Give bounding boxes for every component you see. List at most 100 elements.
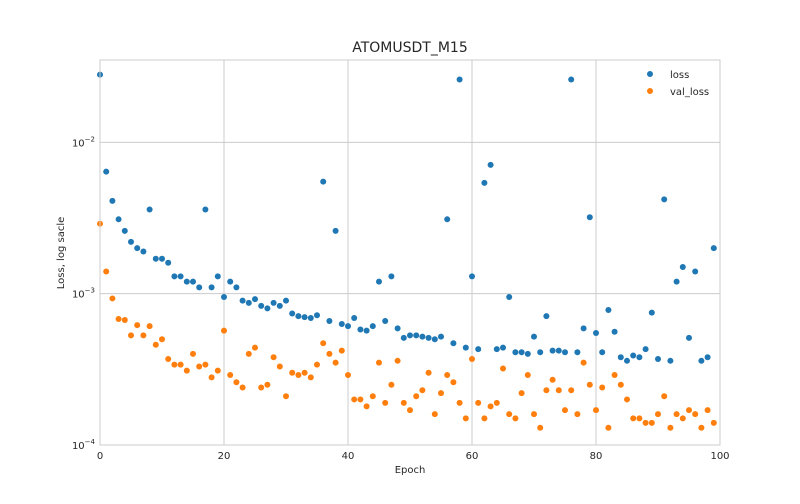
loss-point xyxy=(456,76,463,83)
val-loss-point xyxy=(152,341,159,348)
loss-point xyxy=(655,356,661,363)
plot-frame xyxy=(99,59,721,446)
val-loss-point xyxy=(506,411,513,418)
loss-point xyxy=(183,278,190,285)
val-loss-point xyxy=(636,415,643,422)
loss-point xyxy=(152,255,159,262)
loss-point xyxy=(159,255,165,262)
loss-point xyxy=(524,350,531,357)
y-tick-label: 10−4 xyxy=(72,438,96,452)
legend: loss val_loss xyxy=(647,70,709,98)
loss-points xyxy=(97,71,717,364)
chart-title: ATOMUSDT_M15 xyxy=(352,40,468,56)
val-loss-point xyxy=(190,350,196,357)
val-loss-point xyxy=(413,393,420,400)
loss-point xyxy=(258,302,265,309)
val-loss-point xyxy=(667,424,674,431)
val-loss-point xyxy=(537,424,544,431)
val-loss-point xyxy=(642,419,649,426)
x-tick-labels: 0 20 40 60 80 100 xyxy=(97,451,730,462)
val-loss-point xyxy=(407,407,413,414)
val-loss-point xyxy=(332,359,339,366)
x-tick-label: 0 xyxy=(97,451,103,462)
val-loss-point xyxy=(134,322,141,329)
val-loss-point xyxy=(221,327,227,334)
loss-point xyxy=(283,297,289,304)
loss-point xyxy=(469,273,475,280)
loss-point xyxy=(177,273,184,280)
val-loss-point xyxy=(450,379,457,386)
loss-point xyxy=(481,179,488,186)
loss-point xyxy=(252,296,258,303)
val-loss-point xyxy=(710,419,717,426)
loss-point xyxy=(537,349,544,356)
loss-point xyxy=(140,248,147,255)
val-loss-point xyxy=(283,393,289,400)
val-loss-point xyxy=(593,407,599,414)
loss-point xyxy=(245,299,252,306)
val-loss-point xyxy=(140,332,147,339)
val-loss-point xyxy=(214,367,221,374)
loss-point xyxy=(413,332,420,339)
val-loss-point xyxy=(568,387,575,394)
loss-point xyxy=(320,178,327,185)
val-loss-point xyxy=(208,374,215,381)
val-loss-point xyxy=(252,344,258,351)
loss-point xyxy=(270,299,277,306)
y-axis-label: Loss, log sacle xyxy=(56,217,67,289)
loss-point xyxy=(394,325,401,332)
val-loss-point xyxy=(146,323,153,330)
loss-point xyxy=(307,315,314,322)
val-loss-point xyxy=(686,407,692,414)
loss-point xyxy=(679,264,686,271)
val-loss-point xyxy=(264,381,271,388)
val-loss-point xyxy=(227,372,234,379)
val-loss-point xyxy=(382,399,389,406)
loss-point xyxy=(363,327,370,334)
val-loss-point xyxy=(245,350,252,357)
val-loss-point xyxy=(202,361,209,368)
loss-point xyxy=(692,268,699,275)
loss-point xyxy=(295,313,302,320)
loss-point xyxy=(388,273,395,280)
loss-point xyxy=(332,227,339,234)
val-loss-point xyxy=(543,387,550,394)
loss-point xyxy=(568,76,575,83)
loss-point xyxy=(314,312,320,319)
loss-point xyxy=(382,317,389,324)
val-loss-point xyxy=(165,356,172,363)
loss-point xyxy=(214,273,221,280)
val-loss-point xyxy=(617,381,624,388)
val-loss-point xyxy=(518,390,525,397)
loss-point xyxy=(698,357,705,364)
x-tick-label: 100 xyxy=(710,451,729,462)
loss-point xyxy=(704,354,711,361)
loss-point xyxy=(165,259,172,266)
val-loss-point xyxy=(661,393,668,400)
val-loss-point xyxy=(338,347,345,354)
legend-marker-loss xyxy=(647,71,653,77)
val-loss-point xyxy=(320,340,327,347)
loss-point xyxy=(208,284,215,291)
loss-point xyxy=(121,227,128,234)
loss-point xyxy=(686,334,692,341)
loss-point xyxy=(431,336,438,343)
val-loss-point xyxy=(562,407,568,414)
val-loss-point xyxy=(128,332,134,339)
loss-point xyxy=(444,216,451,223)
loss-point xyxy=(518,349,525,356)
val-loss-point xyxy=(611,372,618,379)
x-tick-label: 60 xyxy=(466,451,479,462)
loss-point xyxy=(593,329,599,336)
val-loss-point xyxy=(524,372,531,379)
val-loss-point xyxy=(624,396,630,403)
val-loss-point xyxy=(295,372,302,379)
val-loss-point xyxy=(586,381,593,388)
val-loss-point xyxy=(605,424,612,431)
loss-point xyxy=(599,349,606,356)
val-loss-point xyxy=(673,411,680,418)
val-loss-point xyxy=(531,411,537,418)
val-loss-point xyxy=(469,356,475,363)
val-loss-point xyxy=(357,396,364,403)
